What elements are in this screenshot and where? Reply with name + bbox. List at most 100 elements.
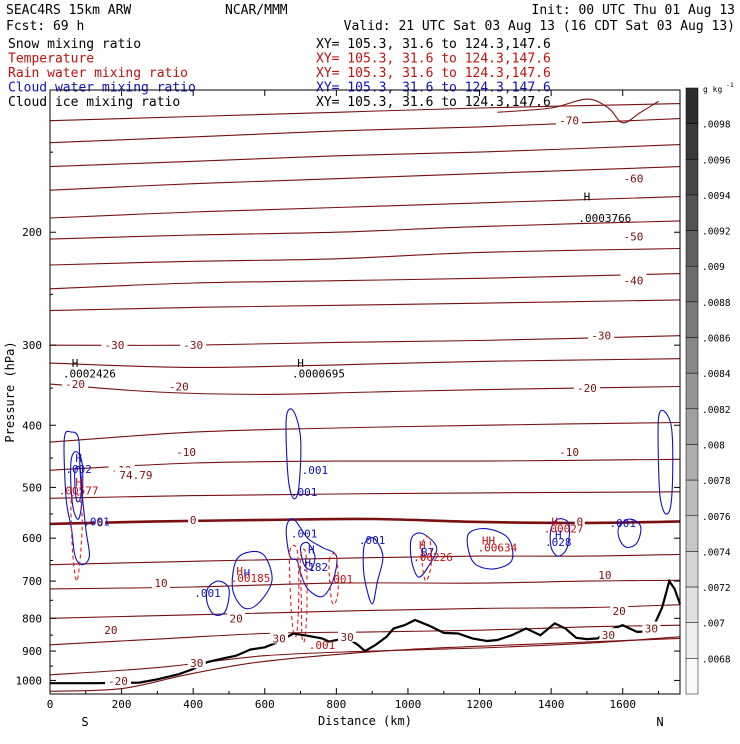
y-tick-label: 900: [22, 645, 42, 658]
extremum-label: .001: [194, 587, 221, 600]
colorbar-swatch: [685, 301, 699, 338]
extremum-label: .00185: [231, 572, 271, 585]
isotherm-line: [49, 299, 681, 312]
cloud-water-contour: [409, 532, 438, 578]
plot-frame: [49, 89, 681, 695]
label-mask: [620, 229, 647, 242]
isotherm-label: -30: [183, 339, 203, 352]
isotherm-label: 0: [576, 515, 583, 528]
upper-contour-line: [497, 98, 659, 124]
colorbar-swatch: [685, 230, 699, 267]
isotherm-label: -20: [65, 378, 85, 391]
colorbar-swatch: [685, 194, 699, 231]
extremum-label: .001: [291, 486, 318, 499]
colorbar-swatch: [685, 265, 699, 303]
cloud-water-contour: [466, 527, 514, 570]
extremum-label: H: [551, 515, 558, 528]
isotherm-line: [49, 220, 681, 240]
isotherm-label: -20: [169, 380, 189, 393]
field-extent: XY= 105.3, 31.6 to 124.3,147.6: [316, 66, 551, 81]
isotherm-line: [49, 196, 681, 219]
isotherm-label: -10: [176, 446, 196, 459]
label-mask: [556, 113, 583, 126]
colorbar-swatch: [685, 408, 699, 445]
label-mask: [62, 377, 89, 390]
rain-water-contour: [421, 536, 432, 582]
extremum-label: H: [244, 567, 251, 580]
extremum-label: H: [584, 191, 591, 204]
isotherm-line: [49, 458, 681, 471]
label-mask: [574, 514, 585, 527]
cloud-water-layer: [63, 408, 674, 616]
isotherm-label: -20: [577, 382, 597, 395]
isotherm-label: -50: [624, 230, 644, 243]
colorbar-label: .0074: [702, 547, 731, 558]
colorbar-swatch: [685, 586, 699, 623]
extremum-label: H: [75, 452, 82, 465]
south-label: S: [81, 715, 88, 729]
extremum-label: H: [236, 565, 243, 578]
colorbar-swatch: [685, 337, 699, 374]
extremum-label: H: [297, 357, 304, 370]
extremum-label: H: [419, 539, 426, 552]
cloud-water-contour: [63, 430, 91, 566]
extremum-label: .001: [302, 464, 329, 477]
valid-time: Valid: 21 UTC Sat 03 Aug 13 (16 CDT Sat …: [344, 19, 735, 34]
extremum-label: .001: [83, 515, 110, 528]
extremum-label: .001: [309, 639, 336, 652]
cloud-water-contour: [285, 518, 338, 598]
colorbar-label: .0076: [702, 512, 731, 523]
isotherm-line: [49, 491, 681, 499]
x-tick-label: 1000: [395, 698, 422, 711]
label-mask: [101, 338, 128, 351]
y-axis-label: Pressure (hPa): [3, 341, 17, 442]
model-title: SEAC4RS 15km ARW: [6, 3, 131, 18]
isotherm-line: [49, 383, 681, 395]
extremum-label: .001: [359, 534, 386, 547]
isotherm-line: [49, 335, 681, 346]
field-extent: XY= 105.3, 31.6 to 124.3,147.6: [316, 95, 551, 110]
label-mask: [610, 604, 629, 617]
label-mask: [114, 467, 157, 480]
cloud-water-contour: [74, 465, 83, 503]
y-tick-label: 500: [22, 481, 42, 494]
colorbar-label: .0098: [702, 120, 731, 131]
extremum-label: H: [555, 528, 562, 541]
cloud-water-contour: [231, 550, 273, 610]
colorbar-label: .0078: [702, 476, 731, 487]
isotherm-line: [49, 103, 681, 122]
colorbar-label: .0088: [702, 298, 731, 309]
field-extent: XY= 105.3, 31.6 to 124.3,147.6: [316, 81, 551, 96]
label-mask: [165, 379, 192, 392]
isotherm-label: -30: [591, 330, 611, 343]
label-mask: [187, 656, 206, 669]
extremum-label: H: [72, 357, 79, 370]
label-mask: [151, 576, 170, 589]
y-tick-label: 1000: [16, 674, 43, 687]
label-mask: [270, 631, 289, 644]
isotherm-layer: [49, 98, 681, 692]
isotherm-line: [49, 636, 681, 676]
colorbar: .0098 .0096 .0094 .0092 .009 .0088 .0086 .0084.…: [685, 81, 734, 695]
isotherm-label: -30: [104, 339, 124, 352]
extremum-label: .001: [327, 573, 354, 586]
rain-water-layer: [70, 492, 432, 643]
y-tick-label: 600: [22, 532, 42, 545]
extremum-label: .182: [302, 561, 329, 574]
isotherm-label: 0: [97, 516, 104, 529]
cloud-water-contour: [362, 536, 384, 605]
label-mask: [620, 171, 647, 184]
extremum-label: H: [75, 476, 82, 489]
extremum-label: .002: [65, 463, 92, 476]
extremum-label: .0000695: [292, 367, 345, 380]
colorbar-label: .009: [702, 262, 725, 273]
colorbar-label: .0084: [702, 369, 731, 380]
cloud-water-contour: [657, 409, 674, 515]
label-mask: [188, 512, 199, 525]
field-name: Cloud ice mixing ratio: [8, 95, 180, 110]
colorbar-label: .0086: [702, 334, 731, 345]
label-mask: [227, 611, 246, 624]
x-tick-label: 1400: [538, 698, 565, 711]
y-tick-label: 400: [22, 419, 42, 432]
